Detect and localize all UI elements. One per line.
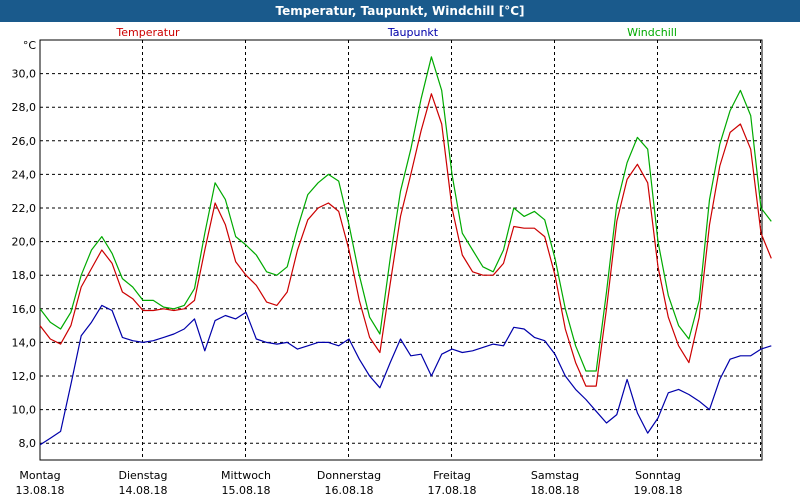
y-tick-label: 20,0 — [12, 236, 37, 249]
x-tick-date: 17.08.18 — [428, 484, 477, 497]
y-tick-label: 14,0 — [12, 336, 37, 349]
x-tick-date: 13.08.18 — [16, 484, 65, 497]
y-tick-label: 8,0 — [19, 437, 37, 450]
y-tick-label: 16,0 — [12, 303, 37, 316]
x-tick-day: Donnerstag — [317, 469, 381, 482]
x-axis: Montag 13.08.18 Dienstag 14.08.18 Mittwoch 15… — [16, 469, 683, 497]
legend-item-temperatur: Temperatur — [115, 26, 180, 39]
chart-title: Temperatur, Taupunkt, Windchill [°C] — [0, 0, 800, 22]
y-tick-label: 26,0 — [12, 135, 37, 148]
x-tick-day: Sonntag — [635, 469, 681, 482]
y-axis: 8,0 10,0 12,0 14,0 16,0 18,0 20,0 22,0 24,0 26,0 2… — [12, 39, 37, 450]
legend-item-taupunkt: Taupunkt — [387, 26, 439, 39]
series-line-windchill — [39, 56, 772, 372]
series-lines — [39, 56, 772, 446]
x-tick-date: 18.08.18 — [531, 484, 580, 497]
series-line-taupunkt — [39, 304, 772, 446]
x-tick-day: Dienstag — [118, 469, 167, 482]
y-tick-label: 30,0 — [12, 68, 37, 81]
x-tick-day: Samstag — [531, 469, 579, 482]
x-tick-date: 14.08.18 — [119, 484, 168, 497]
x-tick-day: Mittwoch — [221, 469, 271, 482]
x-tick-date: 16.08.18 — [325, 484, 374, 497]
legend-item-windchill: Windchill — [627, 26, 677, 39]
y-tick-label: 12,0 — [12, 370, 37, 383]
plot-area — [39, 39, 763, 461]
x-tick-date: 19.08.18 — [634, 484, 683, 497]
y-tick-label: 22,0 — [12, 202, 37, 215]
series-line-temperatur — [39, 93, 772, 387]
y-axis-unit: °C — [23, 39, 37, 52]
x-tick-day: Montag — [19, 469, 60, 482]
y-tick-label: 24,0 — [12, 168, 37, 181]
y-tick-label: 18,0 — [12, 269, 37, 282]
y-tick-label: 10,0 — [12, 404, 37, 417]
grid — [40, 40, 762, 460]
x-tick-day: Freitag — [433, 469, 471, 482]
x-tick-date: 15.08.18 — [222, 484, 271, 497]
y-tick-label: 28,0 — [12, 101, 37, 114]
legend: Temperatur Taupunkt Windchill — [115, 26, 677, 39]
